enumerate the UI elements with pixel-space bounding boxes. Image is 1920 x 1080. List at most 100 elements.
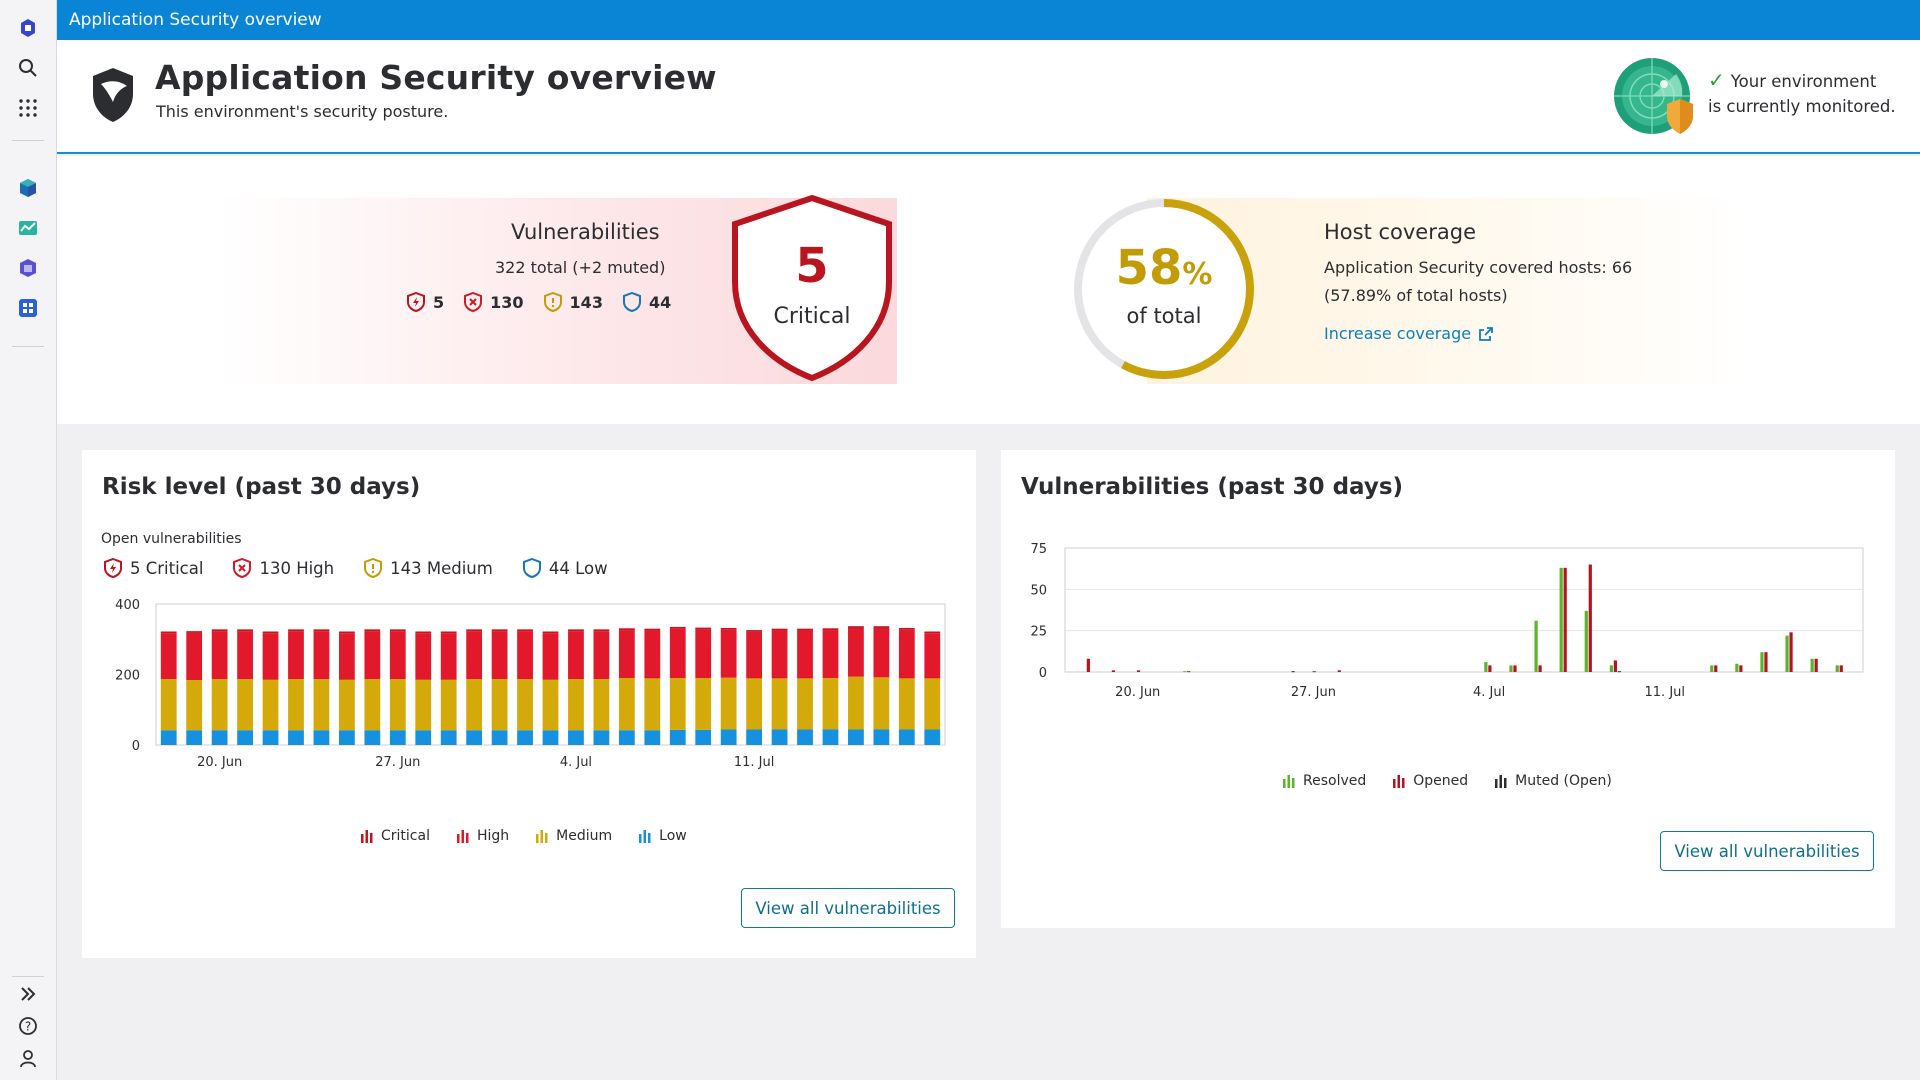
expand-chevron-icon[interactable] <box>14 980 42 1008</box>
bar-medium[interactable] <box>415 679 432 731</box>
app-dashboard-icon[interactable] <box>14 214 42 242</box>
app-layers-icon[interactable] <box>14 254 42 282</box>
bar-high[interactable] <box>313 631 330 680</box>
bar-low[interactable] <box>720 729 737 745</box>
bar-medium[interactable] <box>466 679 483 731</box>
bar-low[interactable] <box>873 729 890 745</box>
severity-critical[interactable]: 5 Critical <box>104 558 203 578</box>
bar-low[interactable] <box>415 730 432 745</box>
bar-low[interactable] <box>440 730 457 745</box>
bar-opened[interactable] <box>1789 632 1793 672</box>
bar-muted-open[interactable] <box>1291 671 1295 673</box>
low-count[interactable]: 44 <box>622 292 671 312</box>
bar-critical[interactable] <box>542 631 559 634</box>
bar-high[interactable] <box>186 632 203 681</box>
bar-resolved[interactable] <box>1584 610 1588 672</box>
bar-medium[interactable] <box>873 677 890 730</box>
bar-low[interactable] <box>466 730 483 745</box>
bar-high[interactable] <box>771 630 788 679</box>
bar-high[interactable] <box>211 631 228 680</box>
bar-critical[interactable] <box>313 629 330 632</box>
apps-grid-icon[interactable] <box>14 94 42 122</box>
bar-critical[interactable] <box>771 628 788 631</box>
bar-low[interactable] <box>517 730 533 745</box>
bar-critical[interactable] <box>822 628 839 631</box>
bar-resolved[interactable] <box>1835 665 1839 672</box>
legend-item[interactable]: High <box>456 828 509 844</box>
bar-high[interactable] <box>644 630 661 679</box>
bar-resolved[interactable] <box>1609 665 1613 672</box>
bar-medium[interactable] <box>160 679 177 731</box>
legend-item[interactable]: Muted (Open) <box>1494 773 1612 789</box>
bar-high[interactable] <box>873 627 890 678</box>
bar-low[interactable] <box>262 730 279 745</box>
bar-medium[interactable] <box>364 679 381 731</box>
bar-low[interactable] <box>695 729 712 745</box>
bar-low[interactable] <box>186 730 203 745</box>
bar-opened[interactable] <box>1764 652 1768 672</box>
bar-medium[interactable] <box>491 679 508 731</box>
bar-low[interactable] <box>618 730 635 745</box>
bar-medium[interactable] <box>771 678 788 730</box>
bar-critical[interactable] <box>364 629 381 632</box>
bar-critical[interactable] <box>848 626 864 628</box>
bar-high[interactable] <box>822 630 839 679</box>
critical-count[interactable]: 5 <box>407 292 444 312</box>
bar-opened[interactable] <box>1538 665 1542 672</box>
bar-low[interactable] <box>593 730 610 745</box>
bar-critical[interactable] <box>338 631 355 634</box>
bar-resolved[interactable] <box>1810 658 1814 672</box>
bar-low[interactable] <box>568 730 584 745</box>
bar-medium[interactable] <box>389 679 406 731</box>
bar-high[interactable] <box>746 631 763 679</box>
bar-low[interactable] <box>491 730 508 745</box>
bar-high[interactable] <box>160 633 177 680</box>
help-icon[interactable]: ? <box>14 1012 42 1040</box>
bar-low[interactable] <box>211 730 228 745</box>
medium-count[interactable]: 143 <box>543 292 603 312</box>
bar-medium[interactable] <box>848 676 864 730</box>
bar-low[interactable] <box>797 729 813 745</box>
app-cube-icon[interactable] <box>14 174 42 202</box>
bar-opened[interactable] <box>1613 660 1617 672</box>
bar-critical[interactable] <box>873 626 890 628</box>
bar-critical[interactable] <box>415 631 432 634</box>
bar-critical[interactable] <box>669 626 686 629</box>
high-count[interactable]: 130 <box>464 292 524 312</box>
bar-muted-open[interactable] <box>1617 671 1621 673</box>
bar-opened[interactable] <box>1714 665 1718 672</box>
bar-critical[interactable] <box>593 629 610 632</box>
bar-high[interactable] <box>618 630 635 679</box>
bar-high[interactable] <box>364 631 381 680</box>
bar-critical[interactable] <box>466 629 483 632</box>
bar-resolved[interactable] <box>1785 635 1789 672</box>
bar-medium[interactable] <box>288 679 304 731</box>
bar-critical[interactable] <box>746 630 763 632</box>
bar-medium[interactable] <box>644 678 661 731</box>
user-icon[interactable] <box>14 1044 42 1072</box>
bar-resolved[interactable] <box>1710 665 1714 672</box>
app-calculator-icon[interactable] <box>14 294 42 322</box>
increase-coverage-link[interactable]: Increase coverage <box>1324 324 1493 343</box>
bar-high[interactable] <box>924 633 941 679</box>
bar-resolved[interactable] <box>1559 567 1563 672</box>
view-all-vulnerabilities-button[interactable]: View all vulnerabilities <box>1660 831 1874 871</box>
bar-high[interactable] <box>797 630 813 679</box>
bar-resolved[interactable] <box>1484 662 1488 672</box>
bar-medium[interactable] <box>517 679 533 731</box>
bar-medium[interactable] <box>593 679 610 731</box>
bar-resolved[interactable] <box>1183 671 1187 673</box>
bar-opened[interactable] <box>1839 665 1843 672</box>
bar-medium[interactable] <box>568 679 584 731</box>
bar-low[interactable] <box>237 730 253 745</box>
bar-critical[interactable] <box>695 627 712 630</box>
bar-high[interactable] <box>568 631 584 680</box>
bar-medium[interactable] <box>237 679 253 731</box>
bar-medium[interactable] <box>797 678 813 730</box>
bar-high[interactable] <box>338 633 355 680</box>
bar-high[interactable] <box>237 631 253 680</box>
bar-opened[interactable] <box>1588 564 1592 672</box>
bar-medium[interactable] <box>313 679 330 731</box>
bar-low[interactable] <box>364 730 381 745</box>
bar-medium[interactable] <box>746 678 763 730</box>
